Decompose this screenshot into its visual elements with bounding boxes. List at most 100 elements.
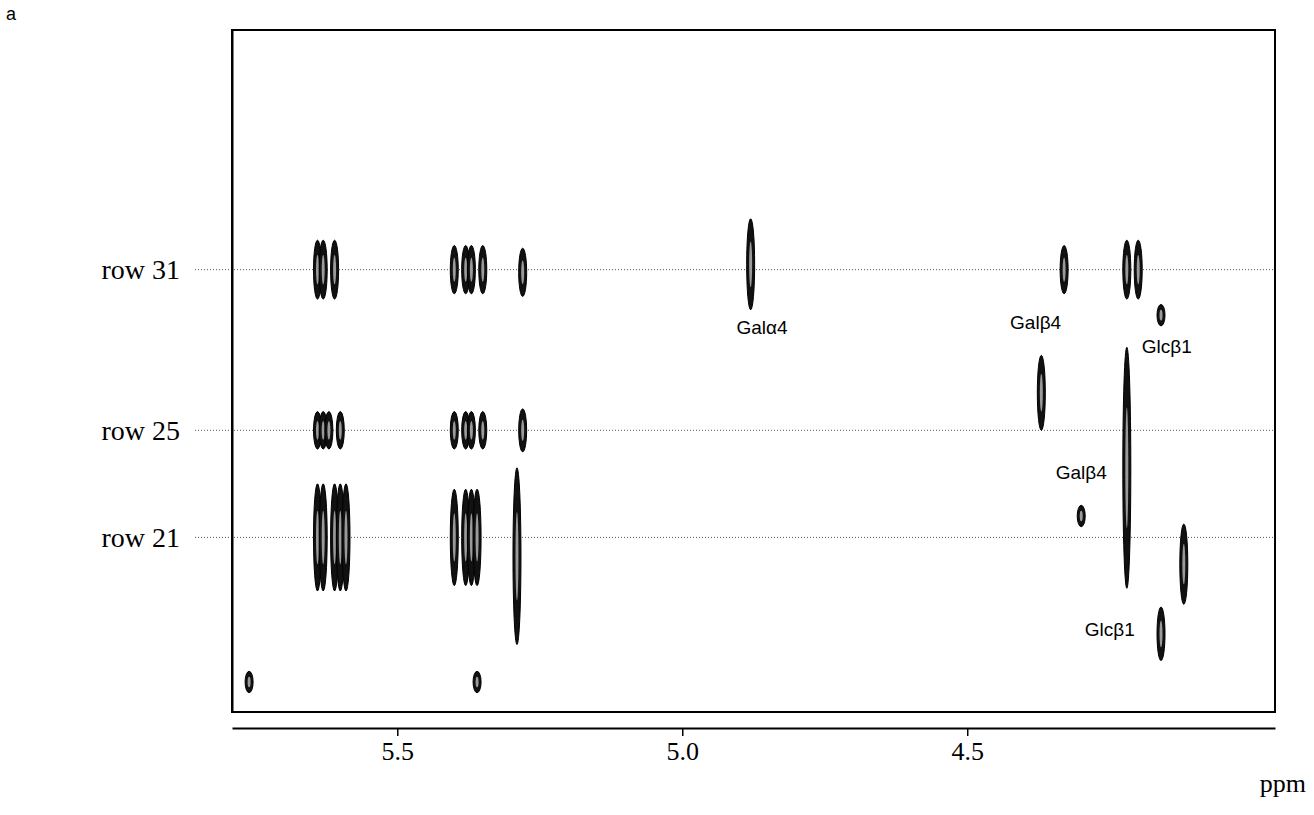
peak-contour [513,468,521,645]
peak-core [453,421,456,440]
peak [1060,246,1068,294]
peak-contour [1157,304,1165,325]
plot-frame [232,30,1275,712]
peak-core [476,513,479,561]
peak-contour [519,248,527,296]
peak [1157,304,1165,325]
peak-contour [467,412,475,449]
peak-contour [1037,355,1045,430]
peak-contour [479,246,487,294]
peak [467,412,475,449]
peak-contour [450,489,458,585]
peak-core [316,421,319,440]
peak-contour [450,246,458,294]
peak-core [316,255,319,284]
peak [450,489,458,585]
peak-core [1125,408,1128,528]
peak-contour [1060,246,1068,294]
peak-core [327,421,330,440]
chart: arow 31row 25row 215.55.04.5ppmGalα4Galβ… [0,0,1314,815]
peak-core [521,260,524,284]
peak-core [470,258,473,282]
x-tick-mark [397,728,399,736]
peak [450,412,458,449]
peak-contour [325,412,333,449]
peak [479,246,487,294]
peak-core [344,511,347,565]
grid-line [195,430,1275,431]
grid-line [195,269,1275,270]
peak-core [521,420,524,441]
x-axis-line [233,728,1276,730]
peak [245,671,253,692]
grid-line [195,537,1275,538]
peak [473,671,481,692]
peak [1123,347,1131,588]
peak-core [1040,374,1043,411]
peak-contour [519,409,527,452]
peak-core [464,421,467,440]
annotation: Glcβ1 [1085,619,1135,640]
peak-contour [1180,524,1188,604]
peak-contour [1157,607,1165,661]
peak-core [1137,255,1140,284]
y-axis-line [232,31,234,713]
peak-core [333,511,336,565]
peak-core [1080,511,1083,522]
annotation: Galβ4 [1010,312,1061,333]
x-tick-mark [682,728,684,736]
y-tick: row 31 [101,254,232,285]
peak-core [1063,258,1066,282]
x-tick-mark [967,728,969,736]
peak-core [481,421,484,440]
y-tick-label: row 31 [101,254,180,285]
peak-contour [1077,505,1085,526]
peak-core [1160,310,1163,321]
peak-core [749,242,752,288]
peak [342,484,350,591]
x-tick-label: 5.5 [382,737,415,766]
panel-letter: a [6,4,17,24]
peak [336,412,344,449]
peak-core [464,513,467,561]
peak [450,246,458,294]
peak-core [316,511,319,565]
peak [479,412,487,449]
peak-contour [342,484,350,591]
peak-contour [319,240,327,299]
peak-core [464,258,467,282]
peak-core [339,421,342,440]
peak-contour [467,246,475,294]
peak-contour [1123,240,1131,299]
peak [325,412,333,449]
peak [473,489,481,585]
peak-core [453,258,456,282]
annotation: Glcβ1 [1142,336,1192,357]
y-tick-label: row 21 [101,522,180,553]
peak-contour [473,489,481,585]
peak-core [322,421,325,440]
x-tick-label: 5.0 [667,737,700,766]
peak-core [322,511,325,565]
peak-core [339,511,342,565]
peak [519,409,527,452]
peak-core [322,255,325,284]
annotations: Galα4Galβ4Glcβ1Galβ4Glcβ1 [736,312,1191,641]
peak [1180,524,1188,604]
x-tick-label: 4.5 [951,737,984,766]
peak [747,219,755,310]
peak-contour [479,412,487,449]
peak [467,246,475,294]
peak [319,240,327,299]
y-tick: row 21 [101,522,232,553]
peak [513,468,521,645]
x-axis: 5.5 5.0 4.5 [233,728,1276,766]
peak-core [470,421,473,440]
x-tick: 4.5 [951,728,984,766]
peak-contour [245,671,253,692]
peak-core [1182,544,1185,584]
peak [1134,240,1142,299]
x-tick: 5.5 [382,728,415,766]
y-tick: row 25 [101,415,232,446]
x-tick: 5.0 [667,728,700,766]
